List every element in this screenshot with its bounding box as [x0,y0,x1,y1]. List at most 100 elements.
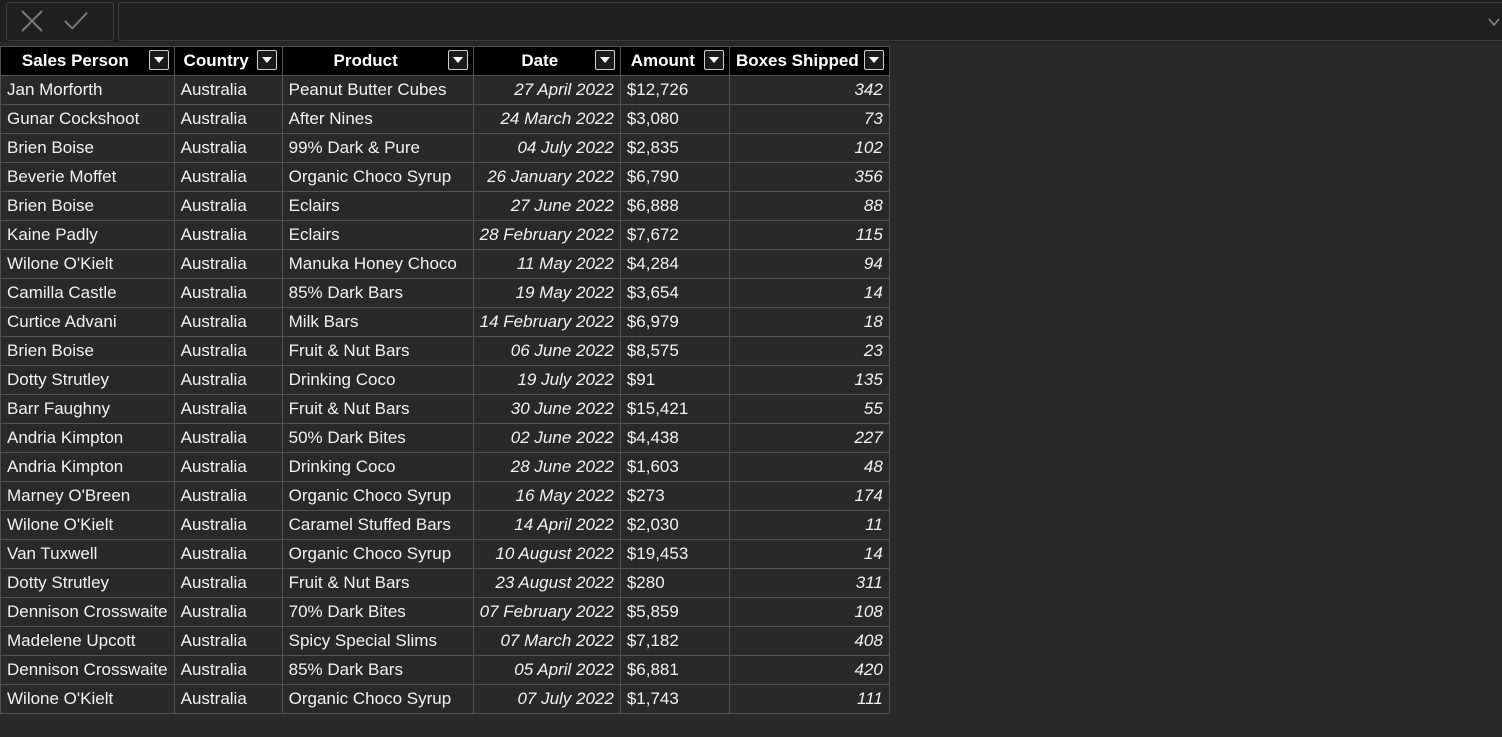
country-cell[interactable]: Australia [173,626,283,656]
product-cell[interactable]: 99% Dark & Pure [281,133,474,163]
country-cell[interactable]: Australia [173,597,283,627]
boxes-shipped-cell[interactable]: 115 [728,220,890,250]
boxes-shipped-cell[interactable]: 18 [728,307,890,337]
product-cell[interactable]: 85% Dark Bars [281,655,474,685]
boxes-shipped-cell[interactable]: 420 [728,655,890,685]
country-cell[interactable]: Australia [173,307,283,337]
country-cell[interactable]: Australia [173,162,283,192]
country-cell[interactable]: Australia [173,278,283,308]
boxes-shipped-cell[interactable]: 342 [728,75,890,105]
amount-cell[interactable]: $6,790 [619,162,730,192]
product-cell[interactable]: Fruit & Nut Bars [281,568,474,598]
product-cell[interactable]: Drinking Coco [281,365,474,395]
filter-dropdown-icon[interactable] [594,50,615,70]
boxes-shipped-cell[interactable]: 102 [728,133,890,163]
formula-input[interactable] [118,2,1502,41]
date-cell[interactable]: 07 July 2022 [472,684,621,714]
amount-cell[interactable]: $6,888 [619,191,730,221]
column-header-date[interactable]: Date [472,46,621,76]
amount-cell[interactable]: $4,438 [619,423,730,453]
boxes-shipped-cell[interactable]: 227 [728,423,890,453]
amount-cell[interactable]: $15,421 [619,394,730,424]
product-cell[interactable]: Organic Choco Syrup [281,539,474,569]
country-cell[interactable]: Australia [173,365,283,395]
column-header-amount[interactable]: Amount [619,46,730,76]
product-cell[interactable]: Eclairs [281,191,474,221]
sales-person-cell[interactable]: Jan Morforth [0,75,175,105]
date-cell[interactable]: 05 April 2022 [472,655,621,685]
amount-cell[interactable]: $2,030 [619,510,730,540]
date-cell[interactable]: 24 March 2022 [472,104,621,134]
date-cell[interactable]: 16 May 2022 [472,481,621,511]
amount-cell[interactable]: $8,575 [619,336,730,366]
country-cell[interactable]: Australia [173,655,283,685]
country-cell[interactable]: Australia [173,191,283,221]
country-cell[interactable]: Australia [173,75,283,105]
boxes-shipped-cell[interactable]: 14 [728,539,890,569]
sales-person-cell[interactable]: Camilla Castle [0,278,175,308]
product-cell[interactable]: Manuka Honey Choco [281,249,474,279]
sales-person-cell[interactable]: Brien Boise [0,191,175,221]
column-header-country[interactable]: Country [173,46,283,76]
boxes-shipped-cell[interactable]: 23 [728,336,890,366]
country-cell[interactable]: Australia [173,568,283,598]
sales-person-cell[interactable]: Curtice Advani [0,307,175,337]
sales-person-cell[interactable]: Van Tuxwell [0,539,175,569]
boxes-shipped-cell[interactable]: 88 [728,191,890,221]
sales-person-cell[interactable]: Brien Boise [0,336,175,366]
boxes-shipped-cell[interactable]: 73 [728,104,890,134]
date-cell[interactable]: 06 June 2022 [472,336,621,366]
country-cell[interactable]: Australia [173,394,283,424]
amount-cell[interactable]: $5,859 [619,597,730,627]
column-header-sales-person[interactable]: Sales Person [0,46,175,76]
product-cell[interactable]: Peanut Butter Cubes [281,75,474,105]
amount-cell[interactable]: $1,743 [619,684,730,714]
boxes-shipped-cell[interactable]: 14 [728,278,890,308]
product-cell[interactable]: Spicy Special Slims [281,626,474,656]
product-cell[interactable]: Milk Bars [281,307,474,337]
date-cell[interactable]: 26 January 2022 [472,162,621,192]
sales-person-cell[interactable]: Wilone O'Kielt [0,510,175,540]
country-cell[interactable]: Australia [173,336,283,366]
close-icon[interactable] [19,9,45,33]
boxes-shipped-cell[interactable]: 108 [728,597,890,627]
sales-person-cell[interactable]: Kaine Padly [0,220,175,250]
boxes-shipped-cell[interactable]: 55 [728,394,890,424]
sales-person-cell[interactable]: Brien Boise [0,133,175,163]
chevron-down-icon[interactable] [1487,15,1501,29]
date-cell[interactable]: 30 June 2022 [472,394,621,424]
country-cell[interactable]: Australia [173,249,283,279]
date-cell[interactable]: 19 July 2022 [472,365,621,395]
amount-cell[interactable]: $2,835 [619,133,730,163]
amount-cell[interactable]: $19,453 [619,539,730,569]
sales-person-cell[interactable]: Marney O'Breen [0,481,175,511]
product-cell[interactable]: 50% Dark Bites [281,423,474,453]
date-cell[interactable]: 07 February 2022 [472,597,621,627]
sales-person-cell[interactable]: Dotty Strutley [0,568,175,598]
amount-cell[interactable]: $273 [619,481,730,511]
sales-person-cell[interactable]: Wilone O'Kielt [0,684,175,714]
product-cell[interactable]: Organic Choco Syrup [281,481,474,511]
boxes-shipped-cell[interactable]: 135 [728,365,890,395]
sales-person-cell[interactable]: Wilone O'Kielt [0,249,175,279]
country-cell[interactable]: Australia [173,133,283,163]
amount-cell[interactable]: $1,603 [619,452,730,482]
boxes-shipped-cell[interactable]: 174 [728,481,890,511]
amount-cell[interactable]: $3,654 [619,278,730,308]
date-cell[interactable]: 23 August 2022 [472,568,621,598]
amount-cell[interactable]: $4,284 [619,249,730,279]
amount-cell[interactable]: $91 [619,365,730,395]
date-cell[interactable]: 14 February 2022 [472,307,621,337]
sales-person-cell[interactable]: Beverie Moffet [0,162,175,192]
date-cell[interactable]: 10 August 2022 [472,539,621,569]
country-cell[interactable]: Australia [173,539,283,569]
amount-cell[interactable]: $7,182 [619,626,730,656]
date-cell[interactable]: 27 June 2022 [472,191,621,221]
boxes-shipped-cell[interactable]: 48 [728,452,890,482]
amount-cell[interactable]: $12,726 [619,75,730,105]
product-cell[interactable]: Drinking Coco [281,452,474,482]
sales-person-cell[interactable]: Madelene Upcott [0,626,175,656]
filter-dropdown-icon[interactable] [256,50,277,70]
date-cell[interactable]: 07 March 2022 [472,626,621,656]
sales-person-cell[interactable]: Dennison Crosswaite [0,597,175,627]
